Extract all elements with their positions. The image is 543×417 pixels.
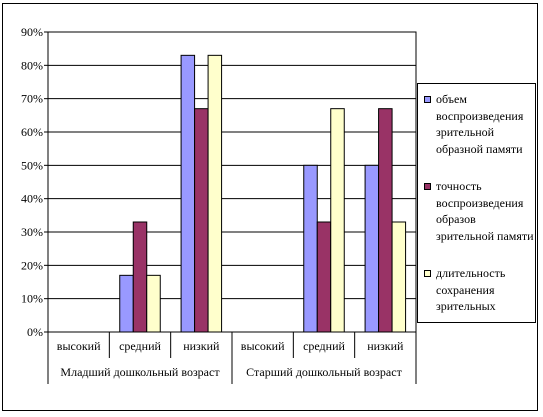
bar [194, 108, 209, 333]
bar [316, 221, 332, 333]
legend-swatch-accuracy [424, 183, 431, 190]
bar [132, 221, 148, 333]
bar [303, 164, 318, 333]
chart-plot: 0% 10% 20% 30% 40% 50% 60% 70% 80% 90% высокий сред… [21, 25, 417, 384]
y-tick-label: 70% [21, 92, 43, 106]
y-tick-label: 10% [21, 292, 43, 306]
x-tick-label: низкий [183, 339, 220, 353]
y-tick-label: 40% [21, 192, 43, 206]
y-tick-label: 90% [21, 25, 43, 39]
y-tick-label: 0% [27, 325, 43, 339]
y-tick-label: 80% [21, 58, 43, 72]
y-tick-label: 20% [21, 258, 43, 272]
y-tick-label: 30% [21, 225, 43, 239]
legend-label-duration: длительность сохранения зрительных [436, 266, 506, 313]
y-tick-label: 50% [21, 158, 43, 172]
bar [119, 274, 134, 333]
x-tick-label: низкий [367, 339, 404, 353]
legend-swatch-volume [424, 96, 431, 103]
bar [391, 221, 407, 333]
bar [207, 54, 223, 333]
y-tick-label: 60% [21, 125, 43, 139]
plot-area [47, 31, 417, 333]
x-tick-label: средний [119, 339, 161, 353]
legend-label-accuracy: точность воспроизведения образов зритель… [436, 179, 534, 243]
legend-label-volume: объем воспроизведения зрительной образно… [436, 92, 524, 156]
x-tick-label: высокий [57, 339, 101, 353]
legend-swatch-duration [424, 270, 431, 277]
bar [378, 108, 393, 333]
x-group-label: Младший дошкольный возраст [60, 365, 220, 379]
bar [146, 274, 161, 333]
bar [364, 164, 380, 333]
x-tick-label: средний [303, 339, 345, 353]
bar [180, 54, 196, 333]
bar [330, 108, 345, 333]
x-group-label: Старший дошкольный возраст [246, 365, 402, 379]
x-tick-label: высокий [241, 339, 285, 353]
chart-legend: объем воспроизведения зрительной образно… [417, 83, 536, 323]
